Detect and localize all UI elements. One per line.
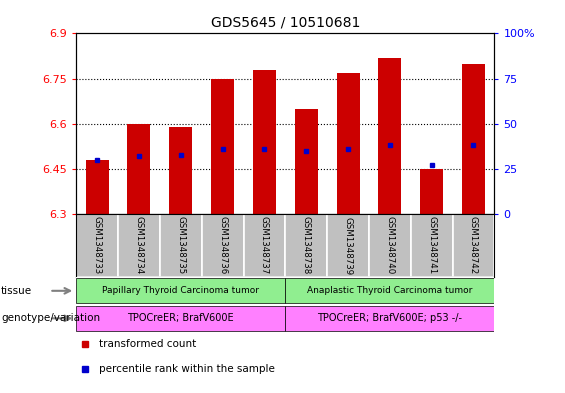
Text: GSM1348742: GSM1348742 (469, 217, 478, 275)
Text: GSM1348733: GSM1348733 (93, 217, 102, 275)
Bar (420, 169, 443, 214)
Bar (285, 214, 327, 277)
Text: percentile rank within the sample: percentile rank within the sample (99, 364, 275, 374)
Bar (411, 214, 453, 277)
Text: Papillary Thyroid Carcinoma tumor: Papillary Thyroid Carcinoma tumor (102, 286, 259, 295)
Text: GSM1348740: GSM1348740 (385, 217, 394, 275)
Bar (118, 214, 160, 277)
Bar (253, 70, 276, 214)
Bar (76, 306, 285, 331)
Bar (285, 278, 494, 303)
Bar (202, 214, 244, 277)
Bar (211, 79, 234, 214)
Text: GSM1348737: GSM1348737 (260, 217, 269, 275)
Bar (86, 160, 108, 214)
Text: GSM1348739: GSM1348739 (344, 217, 353, 275)
Bar (76, 214, 118, 277)
Bar (170, 127, 192, 214)
Bar (462, 64, 485, 214)
Bar (76, 278, 285, 303)
Bar (453, 214, 494, 277)
Bar (285, 306, 494, 331)
Bar (379, 57, 401, 214)
Bar (128, 124, 150, 214)
Text: GSM1348738: GSM1348738 (302, 217, 311, 275)
Bar (160, 214, 202, 277)
Text: transformed count: transformed count (99, 340, 197, 349)
Text: TPOCreER; BrafV600E: TPOCreER; BrafV600E (128, 313, 234, 323)
Text: GSM1348741: GSM1348741 (427, 217, 436, 275)
Bar (244, 214, 285, 277)
Bar (337, 73, 359, 214)
Bar (369, 214, 411, 277)
Title: GDS5645 / 10510681: GDS5645 / 10510681 (211, 15, 360, 29)
Text: GSM1348735: GSM1348735 (176, 217, 185, 275)
Text: GSM1348734: GSM1348734 (134, 217, 144, 275)
Text: Anaplastic Thyroid Carcinoma tumor: Anaplastic Thyroid Carcinoma tumor (307, 286, 472, 295)
Text: tissue: tissue (1, 286, 32, 296)
Text: TPOCreER; BrafV600E; p53 -/-: TPOCreER; BrafV600E; p53 -/- (318, 313, 462, 323)
Text: GSM1348736: GSM1348736 (218, 217, 227, 275)
Bar (327, 214, 369, 277)
Bar (295, 109, 318, 214)
Text: genotype/variation: genotype/variation (1, 313, 100, 323)
